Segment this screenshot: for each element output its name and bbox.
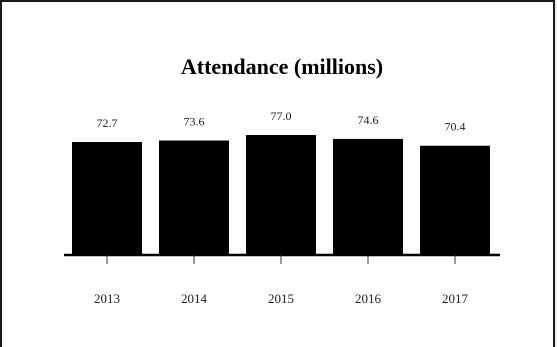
x-axis-ticks-group	[106, 255, 456, 264]
value-label-2016: 74.6	[358, 113, 379, 127]
bar-2016	[333, 138, 403, 255]
value-label-2014: 73.6	[184, 115, 205, 129]
x-tick-label-2016: 2016	[355, 291, 382, 306]
value-label-2017: 70.4	[445, 120, 466, 134]
chart-title: Attendance (millions)	[181, 54, 383, 79]
value-label-2015: 77.0	[271, 109, 292, 123]
bar-2017	[420, 145, 490, 255]
x-tick-label-2013: 2013	[94, 291, 120, 306]
value-label-2013: 72.7	[97, 116, 118, 130]
value-labels-group: 72.7 73.6 77.0 74.6 70.4	[97, 109, 466, 134]
x-tick-label-2015: 2015	[268, 291, 294, 306]
x-tick-label-2014: 2014	[181, 291, 208, 306]
bar-2014	[159, 140, 229, 255]
x-tick-label-2017: 2017	[442, 291, 469, 306]
bar-2013	[72, 142, 142, 255]
x-axis-tick-labels-group: 2013 2014 2015 2016 2017	[94, 291, 469, 306]
bars-group	[72, 135, 490, 255]
bar-2015	[246, 135, 316, 255]
